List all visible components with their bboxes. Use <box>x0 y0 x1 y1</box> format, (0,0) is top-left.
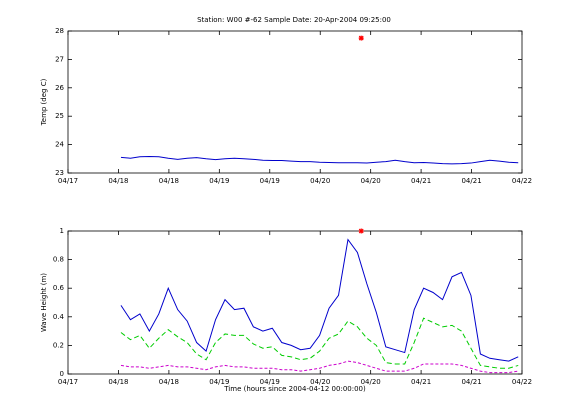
x-tick-label: 04/19 <box>260 177 280 185</box>
y-axis-label: Wave Height (m) <box>40 273 48 332</box>
y-tick-label: 1 <box>60 227 64 235</box>
y-tick-label: 0.2 <box>53 341 64 349</box>
y-tick-label: 0.6 <box>53 284 65 292</box>
marker <box>358 35 364 41</box>
axes-box <box>67 230 523 375</box>
x-tick-label: 04/22 <box>512 378 532 386</box>
x-tick-label: 04/18 <box>159 177 179 185</box>
x-tick-label: 04/18 <box>108 177 128 185</box>
x-tick-label: 04/21 <box>411 177 431 185</box>
x-tick-label: 04/22 <box>512 177 532 185</box>
series-line <box>120 317 519 369</box>
x-tick-label: 04/20 <box>361 378 381 386</box>
series-line <box>120 156 519 165</box>
x-tick-label: 04/20 <box>310 177 330 185</box>
series-line <box>120 360 519 374</box>
x-tick-label: 04/20 <box>361 177 381 185</box>
x-tick-label: 04/21 <box>411 378 431 386</box>
x-axis-label: Time (hours since 2004-04-12 00:00:00) <box>223 385 366 393</box>
x-tick-label: 04/19 <box>260 378 280 386</box>
y-tick-label: 28 <box>55 27 64 35</box>
y-tick-label: 25 <box>55 112 64 120</box>
x-tick-label: 04/17 <box>58 378 78 386</box>
x-tick-label: 04/20 <box>310 378 330 386</box>
x-tick-label: 04/18 <box>108 378 128 386</box>
figure-title: Station: W00 #-62 Sample Date: 20-Apr-20… <box>197 16 391 24</box>
x-tick-label: 04/18 <box>159 378 179 386</box>
y-tick-label: 27 <box>55 55 64 63</box>
x-tick-label: 04/17 <box>58 177 78 185</box>
y-tick-label: 23 <box>55 169 64 177</box>
series-line <box>120 238 519 362</box>
y-tick-label: 0.8 <box>53 256 64 264</box>
y-tick-label: 0.4 <box>53 313 65 321</box>
y-axis-label: Temp (deg C) <box>40 78 48 126</box>
axes-box <box>67 30 523 174</box>
x-tick-label: 04/21 <box>461 378 481 386</box>
y-tick-label: 26 <box>55 84 64 92</box>
x-tick-label: 04/19 <box>209 177 229 185</box>
y-tick-label: 24 <box>55 141 64 149</box>
y-tick-label: 0 <box>60 370 64 378</box>
x-tick-label: 04/19 <box>209 378 229 386</box>
marker <box>358 228 364 234</box>
x-tick-label: 04/21 <box>461 177 481 185</box>
